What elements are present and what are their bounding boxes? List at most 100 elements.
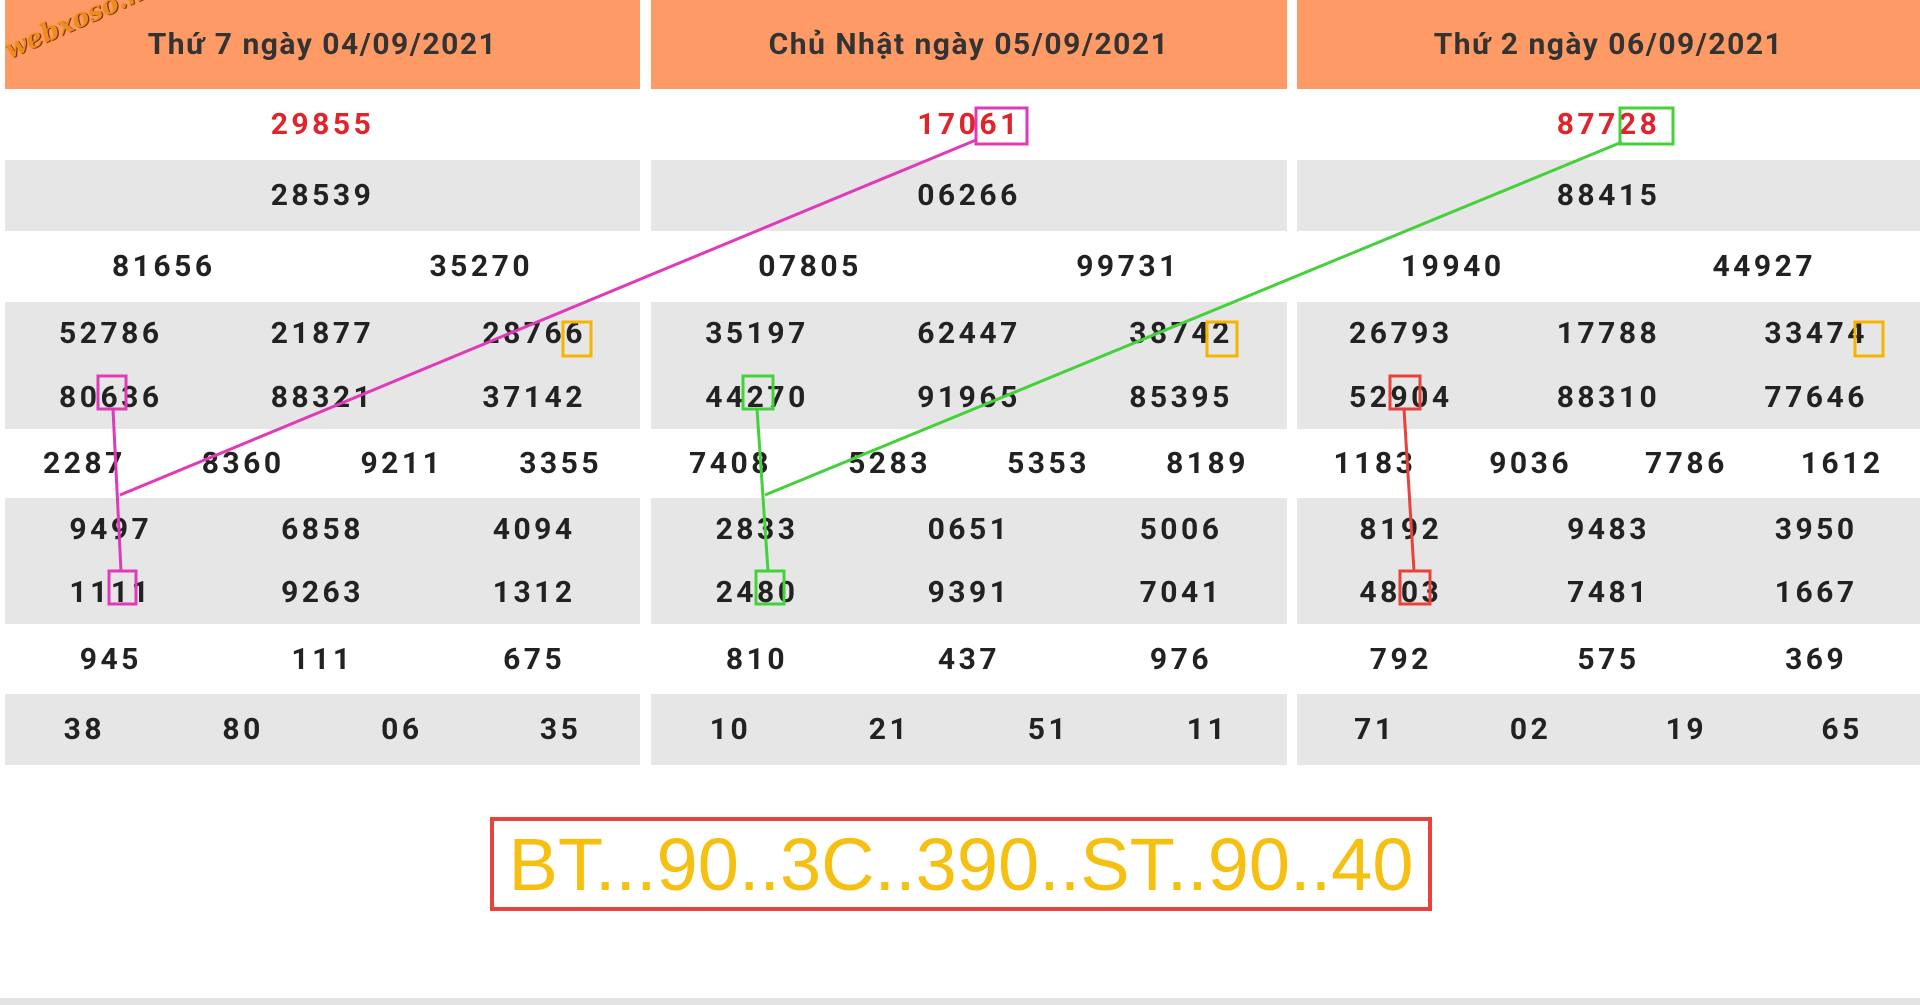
prize-number: 1111 [69, 575, 153, 610]
prize-number: 6858 [281, 512, 364, 547]
prize-number: 21 [868, 712, 911, 747]
prize-row: 9497 6858 4094 1111 9263 1312 [5, 498, 640, 624]
prize-number: 99731 [1076, 249, 1180, 284]
prize-row: 2287 8360 9211 3355 [5, 429, 640, 498]
prediction: BT...90..3C..390..ST..90..40 [490, 817, 1432, 911]
day-column: Thứ 2 ngày 06/09/2021 87728 88415 19940 4492… [1297, 0, 1920, 765]
prize-number: 26793 [1349, 316, 1453, 352]
prize-number: 88310 [1556, 379, 1661, 415]
prize-number: 675 [503, 641, 566, 677]
prize-row: 810 437 976 [651, 624, 1287, 694]
prize-number: 29855 [270, 107, 375, 142]
prize-number: 44270 [705, 379, 809, 415]
prize-number: 80636 [59, 379, 163, 415]
bottom-bar [0, 998, 1920, 1005]
prize-number: 21877 [270, 316, 375, 352]
prize-number: 945 [79, 641, 142, 677]
prize-number: 5006 [1139, 512, 1223, 547]
prize-number: 52786 [59, 316, 163, 352]
prize-number: 06266 [917, 178, 1021, 213]
prize-number: 35 [539, 712, 582, 747]
prize-number: 35197 [705, 316, 809, 352]
prize-number: 3355 [519, 446, 603, 481]
prize-number: 88321 [270, 379, 375, 415]
prize-number: 5353 [1007, 446, 1090, 481]
prize-number: 7041 [1139, 575, 1223, 610]
prize-row: 87728 [1297, 89, 1920, 160]
prize-number: 62447 [917, 316, 1021, 352]
prize-number: 81656 [111, 249, 216, 284]
prize-number: 976 [1149, 641, 1213, 677]
prize-row: 19940 44927 [1297, 231, 1920, 302]
prize-row: 10 21 51 11 [651, 694, 1287, 765]
prize-number: 10 [709, 712, 752, 747]
prize-number: 07805 [758, 249, 862, 284]
prize-number: 85395 [1129, 379, 1233, 415]
prize-number: 8189 [1166, 446, 1249, 481]
prize-row: 71 02 19 65 [1297, 694, 1920, 765]
prize-row: 88415 [1297, 160, 1920, 231]
prize-number: 1183 [1333, 446, 1417, 481]
day-header: Chủ Nhật ngày 05/09/2021 [651, 0, 1287, 89]
prize-row: 52786 21877 28766 80636 88321 37142 [5, 302, 640, 429]
prize-number: 65 [1821, 712, 1863, 747]
prize-number: 575 [1577, 641, 1640, 677]
prize-row: 1183 9036 7786 1612 [1297, 429, 1920, 498]
prize-number: 1667 [1774, 575, 1858, 610]
prize-number: 37142 [482, 379, 586, 415]
prize-number: 17061 [917, 107, 1021, 142]
prize-number: 7481 [1567, 575, 1650, 610]
prize-number: 8192 [1359, 512, 1443, 547]
prize-row: 2833 0651 5006 2480 9391 7041 [651, 498, 1287, 624]
day-header: Thứ 7 ngày 04/09/2021 [5, 0, 640, 89]
prize-number: 8360 [201, 446, 285, 481]
prize-number: 91965 [917, 379, 1021, 415]
prize-number: 28766 [482, 316, 586, 352]
prize-number: 7408 [689, 446, 772, 481]
prize-number: 3950 [1774, 512, 1858, 547]
prize-number: 9483 [1567, 512, 1650, 547]
prize-row: 8192 9483 3950 4803 7481 1667 [1297, 498, 1920, 624]
prize-number: 111 [291, 641, 354, 677]
prize-row: 17061 [651, 89, 1287, 160]
prize-number: 2833 [715, 512, 799, 547]
prize-number: 38742 [1129, 316, 1233, 352]
prize-row: 81656 35270 [5, 231, 640, 302]
prize-row: 945 111 675 [5, 624, 640, 694]
prize-row: 7408 5283 5353 8189 [651, 429, 1287, 498]
prize-row: 792 575 369 [1297, 624, 1920, 694]
prize-number: 38 [63, 712, 106, 747]
prize-number: 71 [1354, 712, 1396, 747]
day-header: Thứ 2 ngày 06/09/2021 [1297, 0, 1920, 89]
prize-number: 80 [222, 712, 264, 747]
prize-number: 9263 [281, 575, 364, 610]
prize-number: 792 [1369, 641, 1432, 677]
prize-number: 1612 [1800, 446, 1884, 481]
prize-number: 06 [381, 712, 423, 747]
prize-number: 9211 [360, 446, 444, 481]
prize-number: 2480 [715, 575, 799, 610]
prize-number: 9497 [69, 512, 153, 547]
prize-number: 44927 [1712, 249, 1817, 284]
prize-row: 35197 62447 38742 44270 91965 85395 [651, 302, 1287, 429]
prize-number: 9036 [1489, 446, 1573, 481]
prize-row: 07805 99731 [651, 231, 1287, 302]
prize-number: 810 [725, 641, 789, 677]
prize-number: 1312 [492, 575, 576, 610]
prize-row: 28539 [5, 160, 640, 231]
prize-number: 7786 [1644, 446, 1728, 481]
prize-number: 4094 [492, 512, 576, 547]
prize-number: 5283 [848, 446, 931, 481]
prize-number: 19 [1665, 712, 1708, 747]
prize-number: 4803 [1359, 575, 1443, 610]
prize-number: 369 [1785, 641, 1848, 677]
prize-number: 77646 [1764, 379, 1868, 415]
prize-number: 0651 [927, 512, 1011, 547]
prize-number: 19940 [1400, 249, 1505, 284]
prize-row: 06266 [651, 160, 1287, 231]
prize-number: 88415 [1556, 178, 1661, 213]
prize-number: 87728 [1556, 107, 1661, 142]
prize-row: 38 80 06 35 [5, 694, 640, 765]
prize-number: 437 [937, 641, 1001, 677]
